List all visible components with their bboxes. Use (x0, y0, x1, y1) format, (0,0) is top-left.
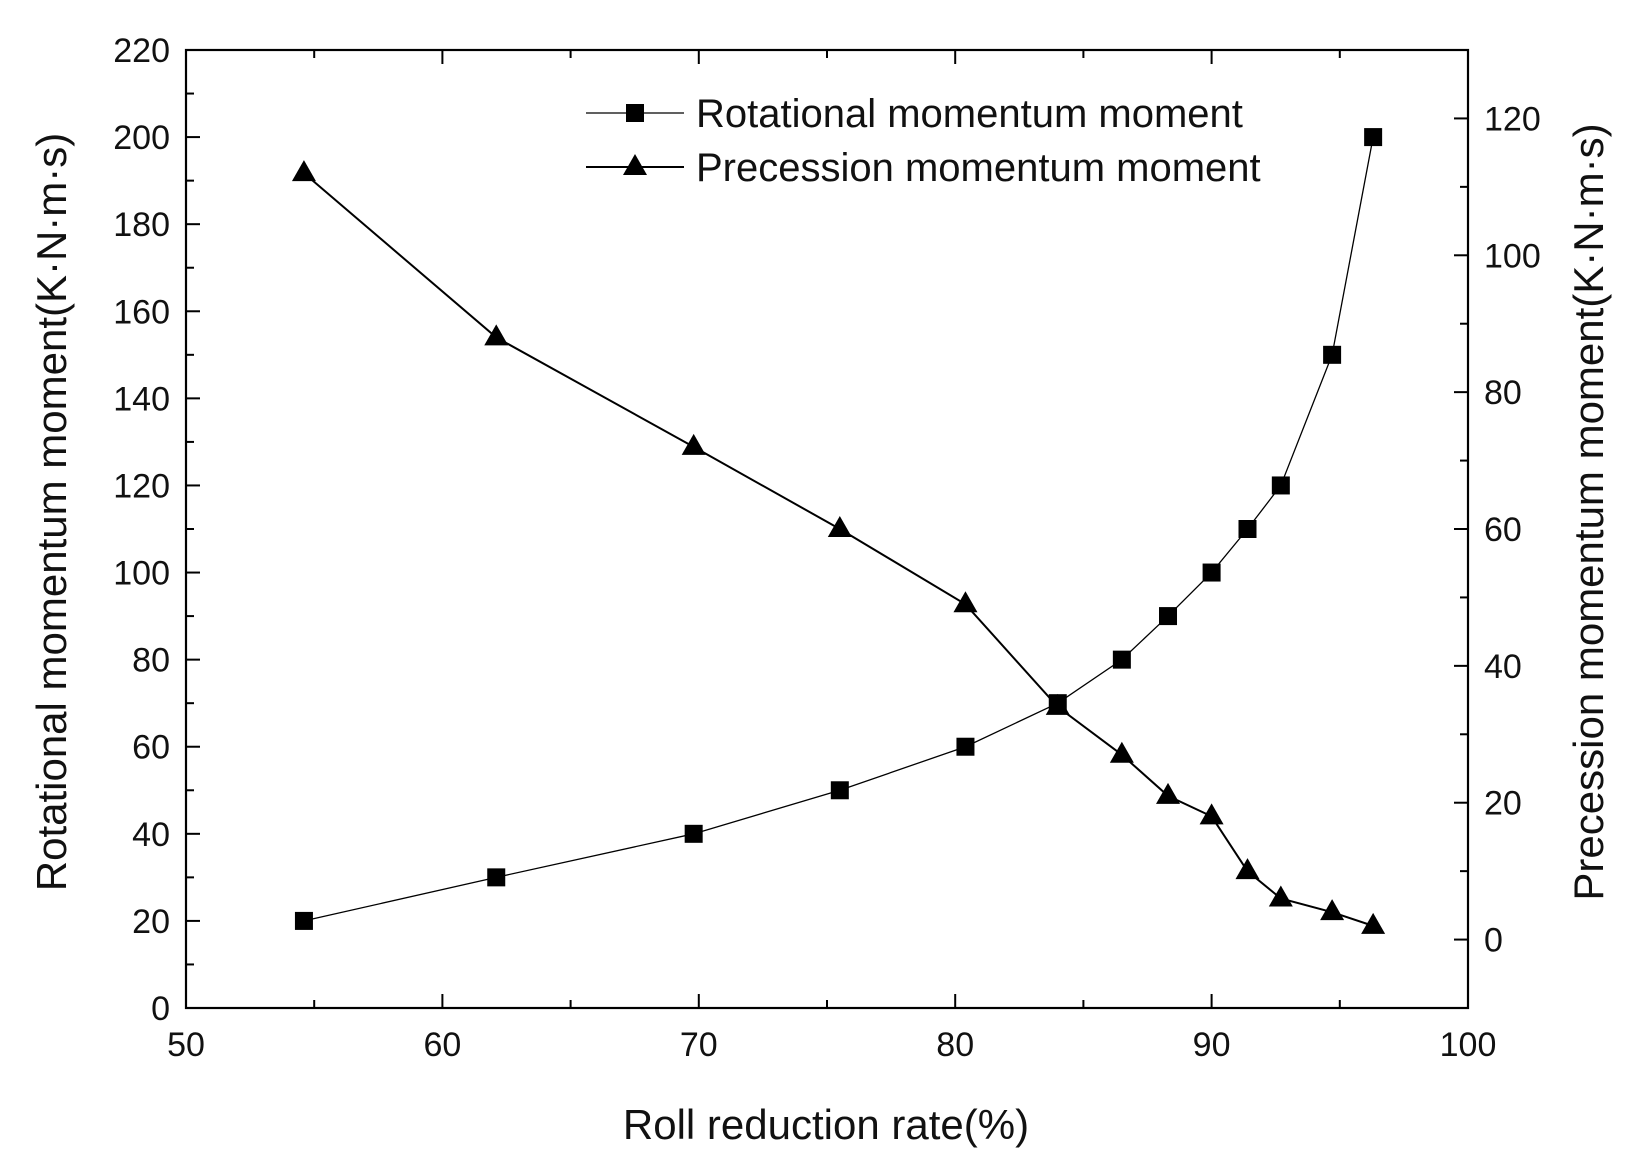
y-tick-label: 20 (132, 903, 170, 941)
y-axis-title: Rotational momentum moment(K·N·m·s) (28, 133, 75, 892)
y-tick-label: 40 (132, 816, 170, 854)
data-point-triangle (953, 591, 978, 613)
axes-group: 50 60 70 80 90 100020406080100120140160180200… (113, 32, 1540, 1064)
data-point-triangle (1045, 693, 1070, 715)
data-point-triangle (1268, 885, 1293, 907)
data-point-triangle (1109, 741, 1134, 763)
data-point-square (1323, 345, 1342, 364)
y2-tick-label: 0 (1484, 922, 1503, 960)
data-point-triangle (1156, 782, 1181, 804)
x-tick-label: 50 (167, 1026, 205, 1064)
data-point-triangle (484, 324, 509, 346)
x-tick-label: 100 (1440, 1026, 1497, 1064)
data-point-square (830, 781, 849, 800)
data-point-triangle (681, 433, 706, 455)
data-point-square (1202, 563, 1221, 582)
y2-tick-label: 40 (1484, 648, 1522, 686)
plot-frame (184, 48, 1470, 1010)
y-tick-label: 80 (132, 642, 170, 680)
x-tick-label: 90 (1193, 1026, 1231, 1064)
legend-label: Rotational momentum moment (696, 92, 1243, 136)
data-point-square (294, 911, 313, 930)
y-tick-label: 200 (113, 119, 170, 157)
data-point-square (1364, 128, 1383, 147)
data-point-square (684, 824, 703, 843)
y-tick-label: 100 (113, 555, 170, 593)
legend-marker-square (626, 104, 644, 122)
y2-tick-label: 120 (1484, 100, 1541, 138)
data-point-square (1271, 476, 1290, 495)
data-point-square (956, 737, 975, 756)
data-point-triangle (1199, 803, 1224, 825)
y-tick-label: 220 (113, 32, 170, 70)
legend-label: Precession momentum moment (696, 146, 1261, 190)
data-point-square (1238, 520, 1257, 538)
data-point-triangle (1320, 899, 1345, 921)
x-tick-label: 80 (936, 1026, 974, 1064)
data-point-square (1159, 607, 1178, 626)
y2-tick-label: 80 (1484, 374, 1522, 412)
x-tick-label: 60 (423, 1026, 461, 1064)
y2-tick-label: 60 (1484, 511, 1522, 549)
legend-marker-triangle (623, 154, 647, 175)
y-tick-label: 140 (113, 380, 170, 418)
data-point-square (487, 868, 506, 887)
x-axis-title: Roll reduction rate(%) (623, 1101, 1029, 1148)
data-point-square (1112, 650, 1131, 669)
x-tick-label: 70 (680, 1026, 718, 1064)
series-group (291, 128, 1386, 934)
y-tick-label: 120 (113, 467, 170, 505)
y-tick-label: 160 (113, 293, 170, 331)
y2-tick-label: 100 (1484, 237, 1541, 275)
y2-tick-label: 20 (1484, 785, 1522, 823)
y-tick-label: 60 (132, 729, 170, 767)
legend: Rotational momentum moment Precession mom… (586, 92, 1261, 190)
y2-axis-title: Precession momentum moment(K·N·m·s) (1565, 123, 1612, 900)
data-point-triangle (1361, 912, 1386, 934)
data-point-triangle (291, 160, 316, 182)
y-tick-label: 180 (113, 206, 170, 244)
y-tick-label: 0 (151, 990, 170, 1028)
data-point-triangle (1235, 858, 1260, 880)
data-point-triangle (827, 515, 852, 537)
